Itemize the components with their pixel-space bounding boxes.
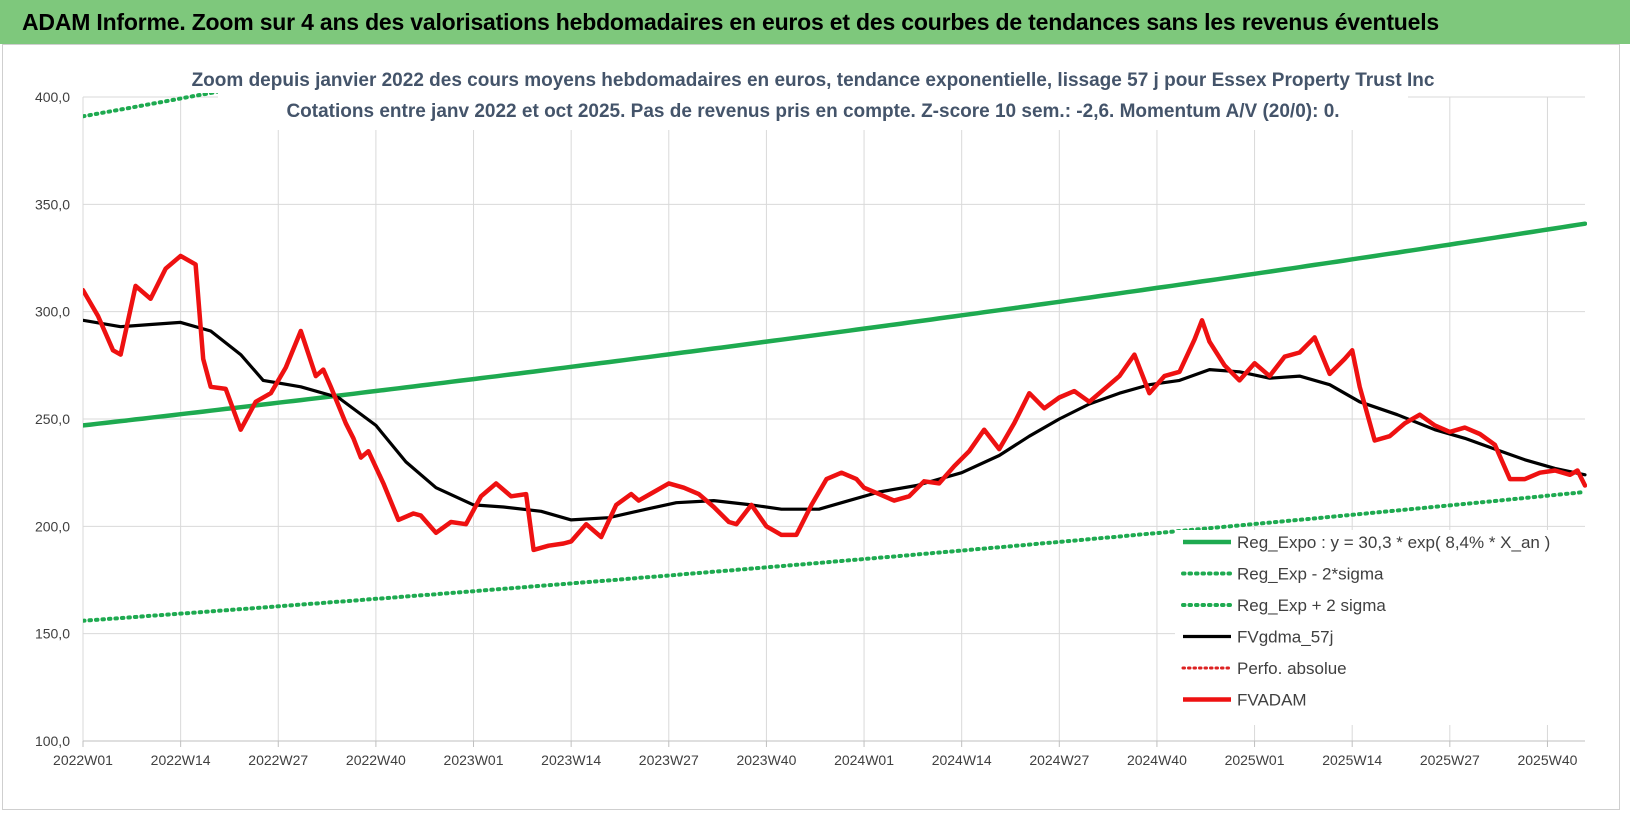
legend: Reg_Expo : y = 30,3 * exp( 8,4% * X_an )… [1175,530,1585,725]
x-tick-label: 2024W27 [1029,752,1089,768]
legend-label: FVgdma_57j [1237,628,1333,647]
x-tick-label: 2024W01 [834,752,894,768]
x-tick-label: 2023W01 [444,752,504,768]
x-tick-label: 2025W01 [1225,752,1285,768]
series-line-dotted-green [83,490,1587,623]
chart-title: Zoom depuis janvier 2022 des cours moyen… [192,70,1435,91]
y-tick-label: 300,0 [35,304,70,320]
x-tick-label: 2023W27 [639,752,699,768]
x-tick-label: 2023W14 [541,752,601,768]
series-layer [83,93,1587,623]
axes-layer: 100,0 150,0 200,0 250,0 300,0 350,0 400,0 2022W… [35,89,1585,768]
y-tick-label: 250,0 [35,411,70,427]
x-tick-label: 2025W40 [1517,752,1577,768]
x-tick-label: 2024W14 [932,752,992,768]
legend-label: Reg_Expo : y = 30,3 * exp( 8,4% * X_an ) [1237,533,1550,552]
legend-label: Perfo. absolue [1237,659,1347,678]
chart-subtitle: Cotations entre janv 2022 et oct 2025. P… [286,101,1339,122]
x-tick-label: 2022W14 [151,752,211,768]
y-tick-label: 100,0 [35,733,70,749]
x-tick-label: 2022W01 [53,752,113,768]
legend-label: Reg_Exp + 2 sigma [1237,596,1386,615]
legend-label: Reg_Exp - 2*sigma [1237,565,1384,584]
x-tick-label: 2023W40 [736,752,796,768]
chart-frame [2,44,1620,810]
x-tick-label: 2025W27 [1420,752,1480,768]
y-tick-label: 150,0 [35,626,70,642]
x-tick-label: 2022W27 [248,752,308,768]
banner-title: ADAM Informe. Zoom sur 4 ans des valoris… [0,0,1630,44]
y-tick-label: 200,0 [35,518,70,534]
y-tick-label: 400,0 [35,89,70,105]
title-backdrop [218,64,1408,130]
series-line-solid-black [83,318,1587,522]
x-tick-label: 2024W40 [1127,752,1187,768]
series-line-solid-red-thick [83,253,1587,553]
y-tick-label: 350,0 [35,196,70,212]
legend-label: FVADAM [1237,691,1307,710]
x-tick-label: 2022W40 [346,752,406,768]
x-tick-label: 2025W14 [1322,752,1382,768]
legend-backdrop [1175,530,1585,725]
